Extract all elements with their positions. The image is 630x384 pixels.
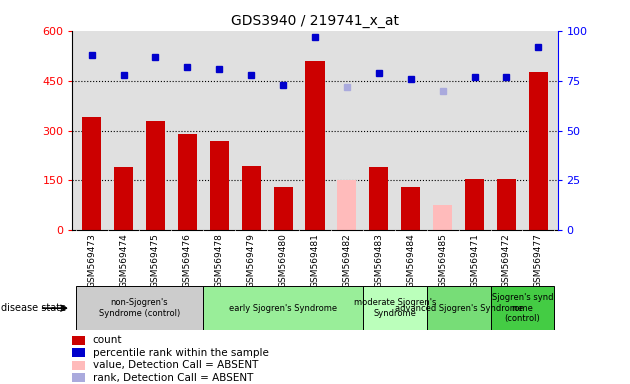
Text: Sjogren's synd
rome
(control): Sjogren's synd rome (control): [491, 293, 553, 323]
Title: GDS3940 / 219741_x_at: GDS3940 / 219741_x_at: [231, 14, 399, 28]
Text: GSM569479: GSM569479: [247, 233, 256, 288]
Bar: [273, 187, 293, 230]
Bar: [72, 336, 85, 344]
Text: GSM569475: GSM569475: [151, 233, 160, 288]
Text: advanced Sjogren's Syndrome: advanced Sjogren's Syndrome: [394, 304, 523, 313]
Text: disease state: disease state: [1, 303, 66, 313]
Text: GSM569482: GSM569482: [343, 233, 352, 288]
Bar: [491, 286, 554, 330]
Text: rank, Detection Call = ABSENT: rank, Detection Call = ABSENT: [93, 372, 253, 382]
Text: early Sjogren's Syndrome: early Sjogren's Syndrome: [229, 304, 337, 313]
Bar: [337, 180, 357, 230]
Bar: [72, 373, 85, 382]
Text: GSM569480: GSM569480: [278, 233, 287, 288]
Bar: [203, 286, 363, 330]
Bar: [497, 179, 516, 230]
Bar: [82, 117, 101, 230]
Text: moderate Sjogren's
Syndrome: moderate Sjogren's Syndrome: [353, 298, 436, 318]
Text: GSM569484: GSM569484: [406, 233, 415, 288]
Text: GSM569485: GSM569485: [438, 233, 447, 288]
Text: GSM569483: GSM569483: [374, 233, 383, 288]
Bar: [401, 187, 420, 230]
Bar: [72, 361, 85, 369]
Bar: [76, 286, 203, 330]
Bar: [306, 61, 324, 230]
Text: count: count: [93, 335, 122, 345]
Text: GSM569474: GSM569474: [119, 233, 128, 288]
Bar: [369, 167, 389, 230]
Text: non-Sjogren's
Syndrome (control): non-Sjogren's Syndrome (control): [99, 298, 180, 318]
Text: GSM569481: GSM569481: [311, 233, 319, 288]
Bar: [465, 179, 484, 230]
Bar: [433, 205, 452, 230]
Text: GSM569472: GSM569472: [502, 233, 511, 288]
Bar: [427, 286, 491, 330]
Text: GSM569471: GSM569471: [470, 233, 479, 288]
Text: GSM569477: GSM569477: [534, 233, 543, 288]
Bar: [146, 121, 165, 230]
Text: percentile rank within the sample: percentile rank within the sample: [93, 348, 268, 358]
Text: GSM569476: GSM569476: [183, 233, 192, 288]
Bar: [114, 167, 133, 230]
Bar: [178, 134, 197, 230]
Bar: [241, 166, 261, 230]
Text: GSM569473: GSM569473: [87, 233, 96, 288]
Bar: [72, 348, 85, 357]
Text: GSM569478: GSM569478: [215, 233, 224, 288]
Bar: [529, 72, 548, 230]
Text: value, Detection Call = ABSENT: value, Detection Call = ABSENT: [93, 360, 258, 370]
Bar: [210, 141, 229, 230]
Bar: [363, 286, 427, 330]
